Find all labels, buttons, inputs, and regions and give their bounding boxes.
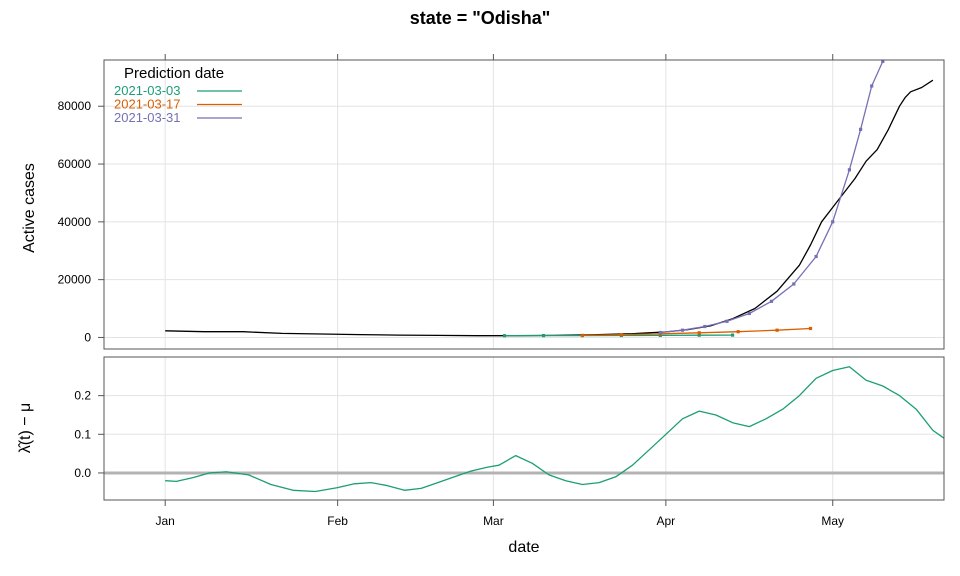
x-tick-label: Mar	[483, 514, 504, 528]
legend-title: Prediction date	[124, 65, 224, 82]
top-series-marker	[831, 220, 835, 224]
top-y-tick-label: 80000	[58, 99, 92, 113]
x-tick-label: Apr	[657, 514, 676, 528]
x-tick-label: May	[821, 514, 844, 528]
top-y-tick-label: 0	[84, 330, 91, 344]
top-grid	[104, 60, 944, 349]
bottom-y-tick-label: 0.0	[74, 466, 91, 480]
top-series-marker	[792, 282, 796, 286]
bottom-series-line	[165, 366, 944, 493]
top-series-marker	[619, 333, 623, 337]
top-series-marker	[680, 328, 685, 332]
top-series-marker	[736, 330, 740, 334]
legend: Prediction date 2021-03-032021-03-172021…	[114, 65, 242, 125]
top-y-tick-label: 40000	[58, 215, 92, 229]
x-axis-label: date	[508, 539, 539, 556]
top-panel-frame	[103, 59, 945, 350]
top-series-line	[165, 79, 934, 337]
bottom-y-tick-label: 0.1	[74, 427, 91, 441]
top-series-marker	[859, 127, 863, 131]
bottom-series	[104, 366, 944, 493]
top-series-marker	[870, 84, 874, 88]
legend-label: 2021-03-31	[114, 110, 181, 125]
top-series-marker	[541, 334, 546, 338]
top-y-axis-label: Active cases	[21, 163, 38, 253]
chart-title: state = "Odisha"	[410, 8, 551, 28]
top-series-marker	[881, 60, 885, 63]
x-axis: Jan Feb Mar Apr May	[156, 54, 844, 528]
top-series-marker	[697, 331, 701, 335]
top-series-marker	[775, 328, 779, 332]
top-series-marker	[814, 254, 818, 259]
top-series-marker	[769, 299, 774, 303]
top-series-marker	[502, 334, 507, 338]
bottom-y-axis-label: λ̂(t) − μ	[17, 403, 34, 454]
bottom-y-tick-label: 0.2	[74, 389, 91, 403]
bottom-panel: 0.0 0.1 0.2 λ̂(t) − μ	[17, 356, 945, 501]
top-series-marker	[731, 333, 735, 337]
x-tick-label: Feb	[327, 514, 348, 528]
top-y-tick-label: 60000	[58, 157, 92, 171]
top-panel: 0 20000 40000 60000 80000 Active cases	[21, 59, 945, 350]
top-series	[165, 60, 934, 338]
top-series-marker	[725, 319, 729, 323]
top-series-marker	[847, 168, 851, 172]
legend-label: 2021-03-03	[114, 83, 181, 98]
top-series-marker	[580, 333, 584, 337]
top-series-marker	[697, 333, 701, 337]
bottom-y-ticks: 0.0 0.1 0.2	[74, 389, 104, 480]
top-y-ticks: 0 20000 40000 60000 80000	[58, 99, 104, 344]
top-series-marker	[747, 311, 751, 316]
bottom-panel-frame	[103, 356, 945, 501]
top-series-line-2021-03-31	[660, 61, 884, 334]
top-series-marker	[658, 330, 662, 335]
legend-label: 2021-03-17	[114, 97, 181, 112]
top-series-marker	[808, 326, 813, 331]
x-tick-label: Jan	[156, 514, 175, 528]
bottom-grid	[104, 357, 944, 500]
top-y-tick-label: 20000	[58, 273, 92, 287]
top-series-marker	[703, 324, 707, 329]
